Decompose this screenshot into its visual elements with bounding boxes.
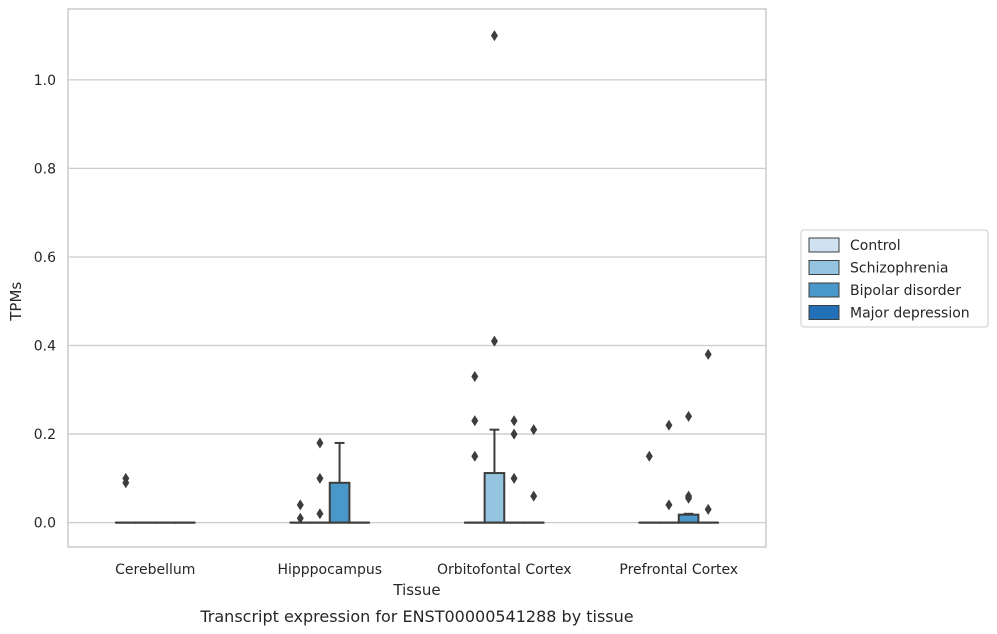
x-tick-label: Cerebellum	[115, 562, 195, 578]
outlier-point	[510, 415, 518, 427]
outlier-point	[296, 512, 304, 524]
outlier-point	[471, 450, 479, 462]
box-group	[463, 371, 486, 524]
box-group	[114, 472, 137, 524]
gridlines	[68, 79, 766, 524]
outlier-point	[704, 348, 712, 360]
box-group	[677, 410, 700, 524]
outlier-point	[665, 499, 673, 511]
box	[483, 472, 506, 524]
outlier-point	[510, 472, 518, 484]
legend-entry-label: Bipolar disorder	[850, 283, 961, 299]
chart-caption: Transcript expression for ENST0000054128…	[199, 607, 633, 626]
outlier-point	[510, 428, 518, 440]
legend-swatch	[808, 282, 840, 298]
box-group	[638, 450, 661, 524]
outlier-point	[704, 503, 712, 515]
box-group	[328, 441, 351, 524]
y-axis-label: TPMs	[7, 282, 25, 322]
box-group	[483, 30, 506, 524]
outlier-point	[490, 335, 498, 347]
box	[328, 481, 351, 524]
outlier-point	[471, 415, 479, 427]
y-tick-label: 1.0	[34, 73, 56, 89]
legend-entry-label: Schizophrenia	[850, 261, 948, 277]
y-tick-label: 0.4	[34, 339, 56, 355]
outlier-point	[665, 419, 673, 431]
legend-entry-label: Control	[850, 238, 901, 254]
box-group	[522, 424, 545, 524]
outlier-point	[530, 424, 538, 436]
outlier-point	[316, 437, 324, 449]
box-group	[697, 348, 720, 524]
box-group	[503, 415, 525, 524]
outlier-point	[645, 450, 653, 462]
legend-entry-label: Major depression	[850, 306, 970, 322]
legend-swatch	[808, 237, 840, 253]
outlier-point	[316, 508, 324, 520]
box	[677, 513, 700, 524]
x-tick-label: Hipppocampus	[277, 562, 382, 578]
outlier-point	[530, 490, 538, 502]
x-axis-label: Tissue	[392, 581, 440, 599]
x-axis-ticks: Cerebellum Hipppocampus Orbitofontal Corte…	[115, 562, 738, 578]
legend-swatch	[808, 305, 840, 320]
y-tick-label: 0.6	[34, 250, 56, 266]
outlier-point	[490, 30, 498, 42]
outlier-point	[296, 499, 304, 511]
legend-frame	[800, 229, 989, 328]
y-axis-ticks: 0.0 0.2 0.4 0.6 0.8 1.0	[34, 73, 56, 532]
outlier-point	[122, 477, 130, 489]
y-tick-label: 0.8	[34, 161, 56, 177]
box-series	[114, 30, 720, 524]
outlier-point	[685, 492, 693, 504]
y-tick-label: 0.2	[34, 427, 56, 443]
box-group	[289, 499, 312, 524]
outlier-point	[471, 371, 479, 383]
x-tick-label: Orbitofontal Cortex	[437, 562, 572, 578]
legend-swatch	[808, 260, 840, 275]
box-group	[658, 419, 680, 524]
legend: Control Schizophrenia Bipolar disorder Majo…	[800, 229, 989, 328]
outlier-point	[316, 472, 324, 484]
plot-area-frame	[67, 8, 767, 548]
y-tick-label: 0.0	[34, 516, 56, 532]
x-tick-label: Prefrontal Cortex	[619, 562, 738, 578]
outlier-point	[685, 410, 693, 422]
box-group	[309, 437, 331, 524]
